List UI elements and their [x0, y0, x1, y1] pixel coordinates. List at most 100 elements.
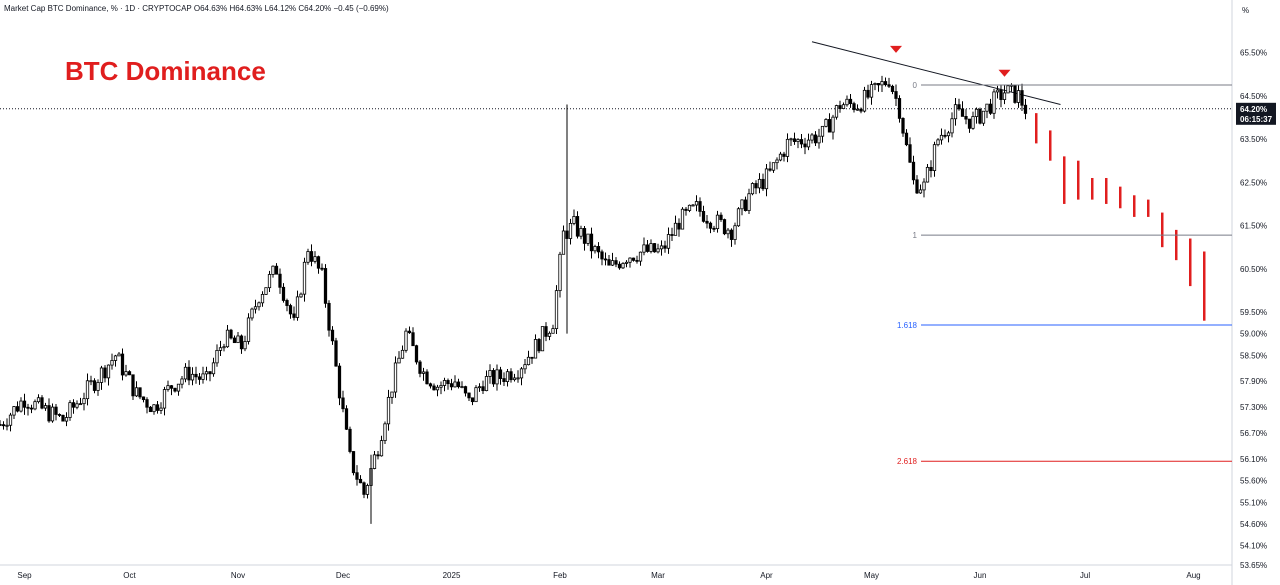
candle-body [561, 230, 566, 255]
time-axis[interactable]: Sep Oct Nov Dec 2025 Feb Mar Apr May Jun Jul Aug [17, 571, 1200, 580]
candle-body [995, 89, 1000, 93]
candle-body [943, 134, 947, 137]
candle-body [831, 116, 835, 133]
candle-body [5, 424, 9, 427]
candle-body [925, 166, 930, 183]
candle-body [614, 260, 618, 265]
candle-body [110, 360, 114, 366]
candle-body [376, 454, 380, 457]
candle-body [183, 366, 188, 380]
y-tick-label: 53.65% [1240, 561, 1267, 570]
candle-body [964, 116, 968, 120]
candle-body [582, 228, 587, 244]
candle-body [876, 83, 881, 86]
projection-layer [1035, 113, 1206, 321]
fib-level-label: 1.618 [897, 321, 918, 330]
candle-body [362, 482, 366, 495]
candle-body [78, 403, 83, 406]
candle-body [911, 161, 916, 181]
candle-body [687, 204, 692, 211]
candle-body [908, 144, 912, 163]
candle-body [736, 208, 741, 227]
candle-body [96, 382, 100, 391]
candle-body [792, 138, 797, 142]
candle-body [131, 374, 135, 397]
candle-body [64, 417, 69, 422]
candle-body [414, 345, 419, 363]
candle-body [15, 406, 20, 412]
projection-bar [1203, 251, 1206, 321]
candle-body [484, 376, 489, 392]
candle-body [761, 178, 765, 190]
y-tick-label: 56.70% [1240, 429, 1267, 438]
candle-body [407, 330, 412, 334]
candle-body [173, 387, 177, 392]
candle-body [43, 405, 48, 409]
candle-body [257, 302, 261, 308]
x-tick-label: Aug [1186, 571, 1200, 580]
candle-body [673, 222, 678, 236]
candle-body [12, 406, 16, 416]
candle-body [92, 380, 97, 391]
candle-body [446, 380, 450, 385]
candle-body [841, 104, 846, 109]
candle-body [250, 308, 254, 319]
candle-body [677, 222, 681, 230]
candle-body [134, 387, 139, 397]
last-price-badge: 64.20% 06:15:37 [1236, 102, 1276, 125]
candle-body [726, 229, 730, 235]
projection-bar [1105, 177, 1108, 204]
candle-body [859, 108, 863, 112]
candle-body [754, 183, 758, 189]
candle-body [68, 402, 72, 418]
candle-body [474, 387, 478, 403]
candle-body [460, 386, 464, 388]
y-tick-label: 56.10% [1240, 455, 1267, 464]
candle-body [50, 406, 55, 422]
projection-bar [1091, 177, 1094, 200]
candle-body [722, 219, 727, 235]
projection-bar [1133, 195, 1136, 217]
candle-body [117, 353, 121, 357]
reversal-marker-icon [890, 45, 902, 53]
candle-body [540, 326, 545, 352]
candle-body [379, 440, 384, 457]
candle-body [288, 305, 293, 315]
projection-bar [1077, 160, 1080, 200]
y-tick-label: 60.50% [1240, 265, 1267, 274]
y-tick-label: 65.50% [1240, 49, 1267, 58]
candle-body [729, 229, 734, 240]
candle-body [320, 267, 324, 270]
candle-body [103, 367, 107, 379]
candle-body [600, 251, 604, 260]
candle-body [152, 404, 156, 413]
candle-body [425, 371, 429, 385]
candle-body [225, 329, 230, 348]
candle-body [299, 293, 303, 298]
last-price-value: 64.20% [1240, 105, 1267, 114]
candle-body [915, 179, 919, 194]
candle-body [855, 108, 860, 111]
candle-body [624, 261, 629, 264]
price-axis[interactable]: 65.50% 64.50% 63.50% 62.50% 61.50% 60.50% 59.5… [1240, 49, 1267, 570]
candle-body [222, 346, 226, 349]
candle-body [22, 400, 27, 408]
candle-body [169, 385, 174, 389]
candle-body [372, 454, 377, 469]
candle-body [929, 166, 933, 171]
candle-body [796, 139, 800, 142]
candle-body [789, 138, 793, 141]
candle-body [344, 408, 349, 430]
chart-header: Market Cap BTC Dominance, % · 1D · CRYPT… [4, 4, 389, 13]
candle-body [99, 367, 104, 383]
candle-body [852, 103, 856, 111]
candle-body [155, 404, 160, 411]
y-tick-label: 58.50% [1240, 351, 1267, 360]
candle-body [603, 258, 608, 261]
fib-level-label: 0 [913, 81, 918, 90]
candle-body [334, 340, 338, 367]
y-tick-label: 55.10% [1240, 498, 1267, 507]
candle-body [386, 396, 391, 425]
candle-body [36, 397, 41, 403]
